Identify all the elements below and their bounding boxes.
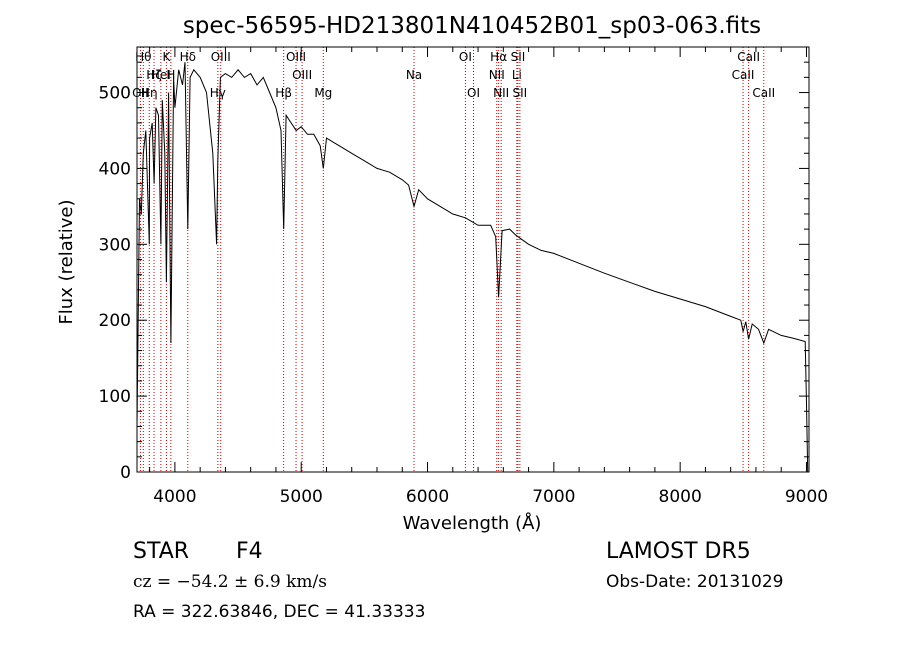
y-tick-label: 100 bbox=[99, 387, 131, 407]
y-tick-label: 0 bbox=[120, 463, 131, 483]
y-tick-label: 500 bbox=[99, 84, 131, 104]
line-marker-label: CaII bbox=[752, 86, 775, 100]
y-tick-label: 300 bbox=[99, 235, 131, 255]
x-tick-label: 6000 bbox=[406, 487, 449, 507]
y-tick-label: 400 bbox=[99, 159, 131, 179]
line-marker-label: K bbox=[162, 50, 171, 64]
line-marker-label: Hθ bbox=[135, 50, 151, 64]
line-marker-label: Hη bbox=[141, 86, 158, 100]
spectral-subclass: F4 bbox=[236, 539, 263, 564]
line-marker-label: OI bbox=[467, 86, 480, 100]
line-marker-label: Hα bbox=[490, 50, 507, 64]
line-marker-label: NII bbox=[489, 68, 505, 82]
x-tick-label: 8000 bbox=[659, 487, 702, 507]
object-type: STAR bbox=[133, 539, 190, 564]
line-marker-label: SII bbox=[513, 86, 528, 100]
line-marker-label: CaII bbox=[737, 50, 760, 64]
survey-name: LAMOST DR5 bbox=[606, 539, 751, 564]
x-tick-label: 7000 bbox=[532, 487, 575, 507]
x-tick-label: 9000 bbox=[785, 487, 828, 507]
line-marker-label: OIII bbox=[286, 50, 306, 64]
line-marker-label: HeI bbox=[151, 68, 171, 82]
line-marker-label: Na bbox=[406, 68, 422, 82]
line-marker-label: Mg bbox=[314, 86, 332, 100]
spectrum-series-line bbox=[136, 62, 809, 473]
line-marker-label: Hδ bbox=[180, 50, 196, 64]
line-marker-label: CaII bbox=[732, 68, 755, 82]
observation-date: Obs-Date: 20131029 bbox=[606, 572, 784, 592]
redshift-readout: cz = −54.2 ± 6.9 km/s bbox=[133, 572, 327, 592]
x-tick-label: 4000 bbox=[153, 487, 196, 507]
line-marker-label: SII bbox=[511, 50, 526, 64]
line-marker-label: Hζ bbox=[146, 68, 162, 82]
plot-frame bbox=[136, 46, 810, 473]
line-marker-label: OIII bbox=[292, 68, 312, 82]
x-axis-label: Wavelength (Å) bbox=[403, 512, 542, 534]
line-marker-label: H bbox=[166, 68, 175, 82]
line-marker-label: Hβ bbox=[275, 86, 292, 100]
line-marker-label: Hγ bbox=[210, 86, 226, 100]
axis-ticks: 4000 5000 6000 7000 8000 9000 0 100 200 300 400 500 bbox=[99, 47, 828, 507]
coordinates-readout: RA = 322.63846, DEC = 41.33333 bbox=[133, 602, 426, 622]
line-marker-label: Li bbox=[512, 68, 522, 82]
line-marker-label: OI bbox=[459, 50, 472, 64]
y-tick-label: 200 bbox=[99, 311, 131, 331]
chart-title: spec-56595-HD213801N410452B01_sp03-063.f… bbox=[183, 13, 761, 39]
line-marker-label: OIII bbox=[211, 50, 231, 64]
line-marker-label: NII bbox=[493, 86, 509, 100]
emission-line-markers: OIIHθHηHζHeIKHHδHγOIIIHβOIIIOIIIMgNaOIOI… bbox=[132, 47, 775, 472]
x-tick-label: 5000 bbox=[280, 487, 323, 507]
y-axis-label: Flux (relative) bbox=[56, 199, 77, 324]
